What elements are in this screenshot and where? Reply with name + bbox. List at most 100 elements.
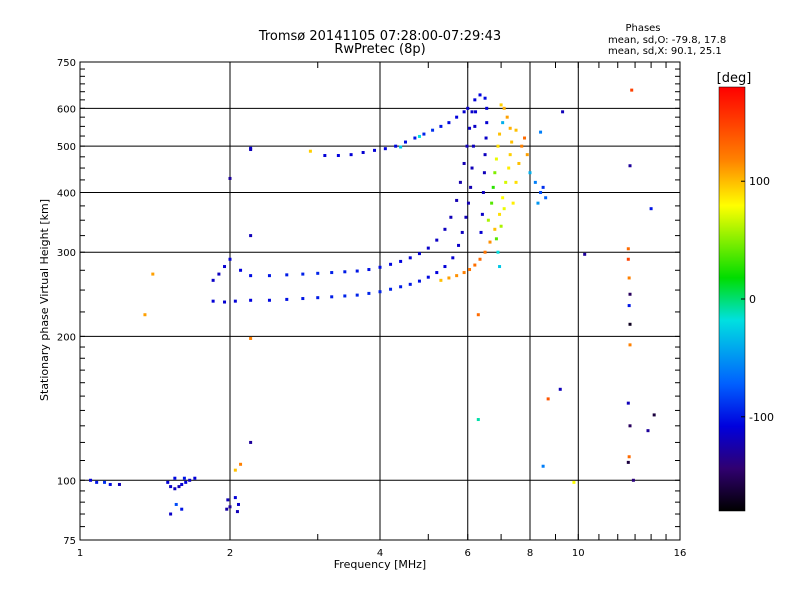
- data-point: [626, 460, 630, 464]
- data-point: [649, 207, 653, 211]
- data-point: [468, 268, 472, 272]
- data-point: [223, 265, 227, 269]
- colorbar-tick-label: 100: [749, 175, 770, 188]
- chart-subtitle: RwPretec (8p): [334, 42, 425, 57]
- data-point: [498, 212, 502, 216]
- data-point: [523, 136, 527, 140]
- data-point: [367, 268, 371, 272]
- x-axis-label: Frequency [MHz]: [334, 558, 426, 571]
- data-point: [479, 230, 483, 234]
- y-tick-label: 750: [57, 58, 76, 69]
- data-point: [143, 313, 147, 317]
- data-point: [435, 238, 439, 242]
- x-tick-label: 16: [674, 548, 687, 559]
- data-point: [499, 103, 503, 107]
- data-point: [480, 212, 484, 216]
- data-point: [464, 215, 468, 219]
- data-point: [484, 136, 488, 140]
- data-point: [228, 176, 232, 180]
- data-point: [536, 201, 540, 205]
- data-point: [494, 157, 498, 161]
- data-point: [508, 153, 512, 157]
- data-point: [451, 256, 455, 260]
- data-point: [211, 299, 215, 303]
- data-point: [361, 150, 365, 154]
- data-point: [389, 262, 393, 266]
- data-point: [496, 144, 500, 148]
- data-point: [631, 478, 635, 482]
- data-point: [182, 476, 186, 480]
- data-point: [343, 294, 347, 298]
- data-point: [408, 282, 412, 286]
- data-point: [488, 240, 492, 244]
- data-point: [539, 190, 543, 194]
- data-point: [435, 271, 439, 275]
- data-point: [544, 196, 548, 200]
- data-point: [249, 234, 253, 238]
- x-tick-label: 8: [527, 548, 533, 559]
- data-point: [473, 263, 477, 267]
- data-point: [301, 297, 305, 301]
- y-axis-ticks: 75 100 200 300 400 500 600 750: [57, 58, 680, 547]
- data-point: [502, 106, 506, 110]
- data-point: [355, 293, 359, 297]
- grid-lines: [80, 62, 680, 540]
- data-point: [476, 418, 480, 422]
- data-point: [330, 295, 334, 299]
- data-point: [239, 268, 243, 272]
- y-axis-label: Stationary phase Virtual Height [km]: [38, 199, 51, 401]
- stats-o-mode: mean, sd,O: -79.8, 17.8: [608, 35, 726, 46]
- data-point: [177, 485, 181, 489]
- data-point: [626, 257, 630, 261]
- data-point: [462, 161, 466, 165]
- data-point: [399, 285, 403, 289]
- data-point: [151, 272, 155, 276]
- x-tick-label: 6: [465, 548, 471, 559]
- y-tick-label: 100: [57, 476, 76, 487]
- data-point: [184, 480, 188, 484]
- x-tick-label: 1: [77, 548, 83, 559]
- y-tick-label: 300: [57, 248, 76, 259]
- data-point: [483, 250, 487, 254]
- data-point: [173, 487, 177, 491]
- data-point: [462, 110, 466, 114]
- data-point: [225, 507, 229, 511]
- data-point: [471, 144, 475, 148]
- data-point: [173, 476, 177, 480]
- data-point: [468, 126, 472, 130]
- data-point: [572, 480, 576, 484]
- data-point: [378, 290, 382, 294]
- data-point: [233, 496, 237, 500]
- data-point: [399, 145, 403, 149]
- data-point: [457, 243, 461, 247]
- data-point: [628, 343, 632, 347]
- data-point: [514, 180, 518, 184]
- data-point: [103, 480, 107, 484]
- data-point: [520, 144, 524, 148]
- data-point: [447, 276, 451, 280]
- data-point: [349, 153, 353, 157]
- data-point: [417, 252, 421, 256]
- data-point: [493, 171, 497, 175]
- data-point: [316, 296, 320, 300]
- data-point: [525, 153, 529, 157]
- data-point: [652, 413, 656, 417]
- data-point: [180, 482, 184, 486]
- data-point: [217, 272, 221, 276]
- data-point: [249, 148, 253, 152]
- data-point: [95, 480, 99, 484]
- data-point: [439, 124, 443, 128]
- data-point: [233, 468, 237, 472]
- data-point: [449, 215, 453, 219]
- x-tick-label: 4: [377, 548, 383, 559]
- data-point: [211, 278, 215, 282]
- data-point: [228, 505, 232, 509]
- data-point: [239, 462, 243, 466]
- data-point: [517, 161, 521, 165]
- data-point: [235, 510, 239, 514]
- data-point: [626, 401, 630, 405]
- data-point: [336, 154, 340, 158]
- data-point: [249, 336, 253, 340]
- data-point: [439, 278, 443, 282]
- data-point: [628, 292, 632, 296]
